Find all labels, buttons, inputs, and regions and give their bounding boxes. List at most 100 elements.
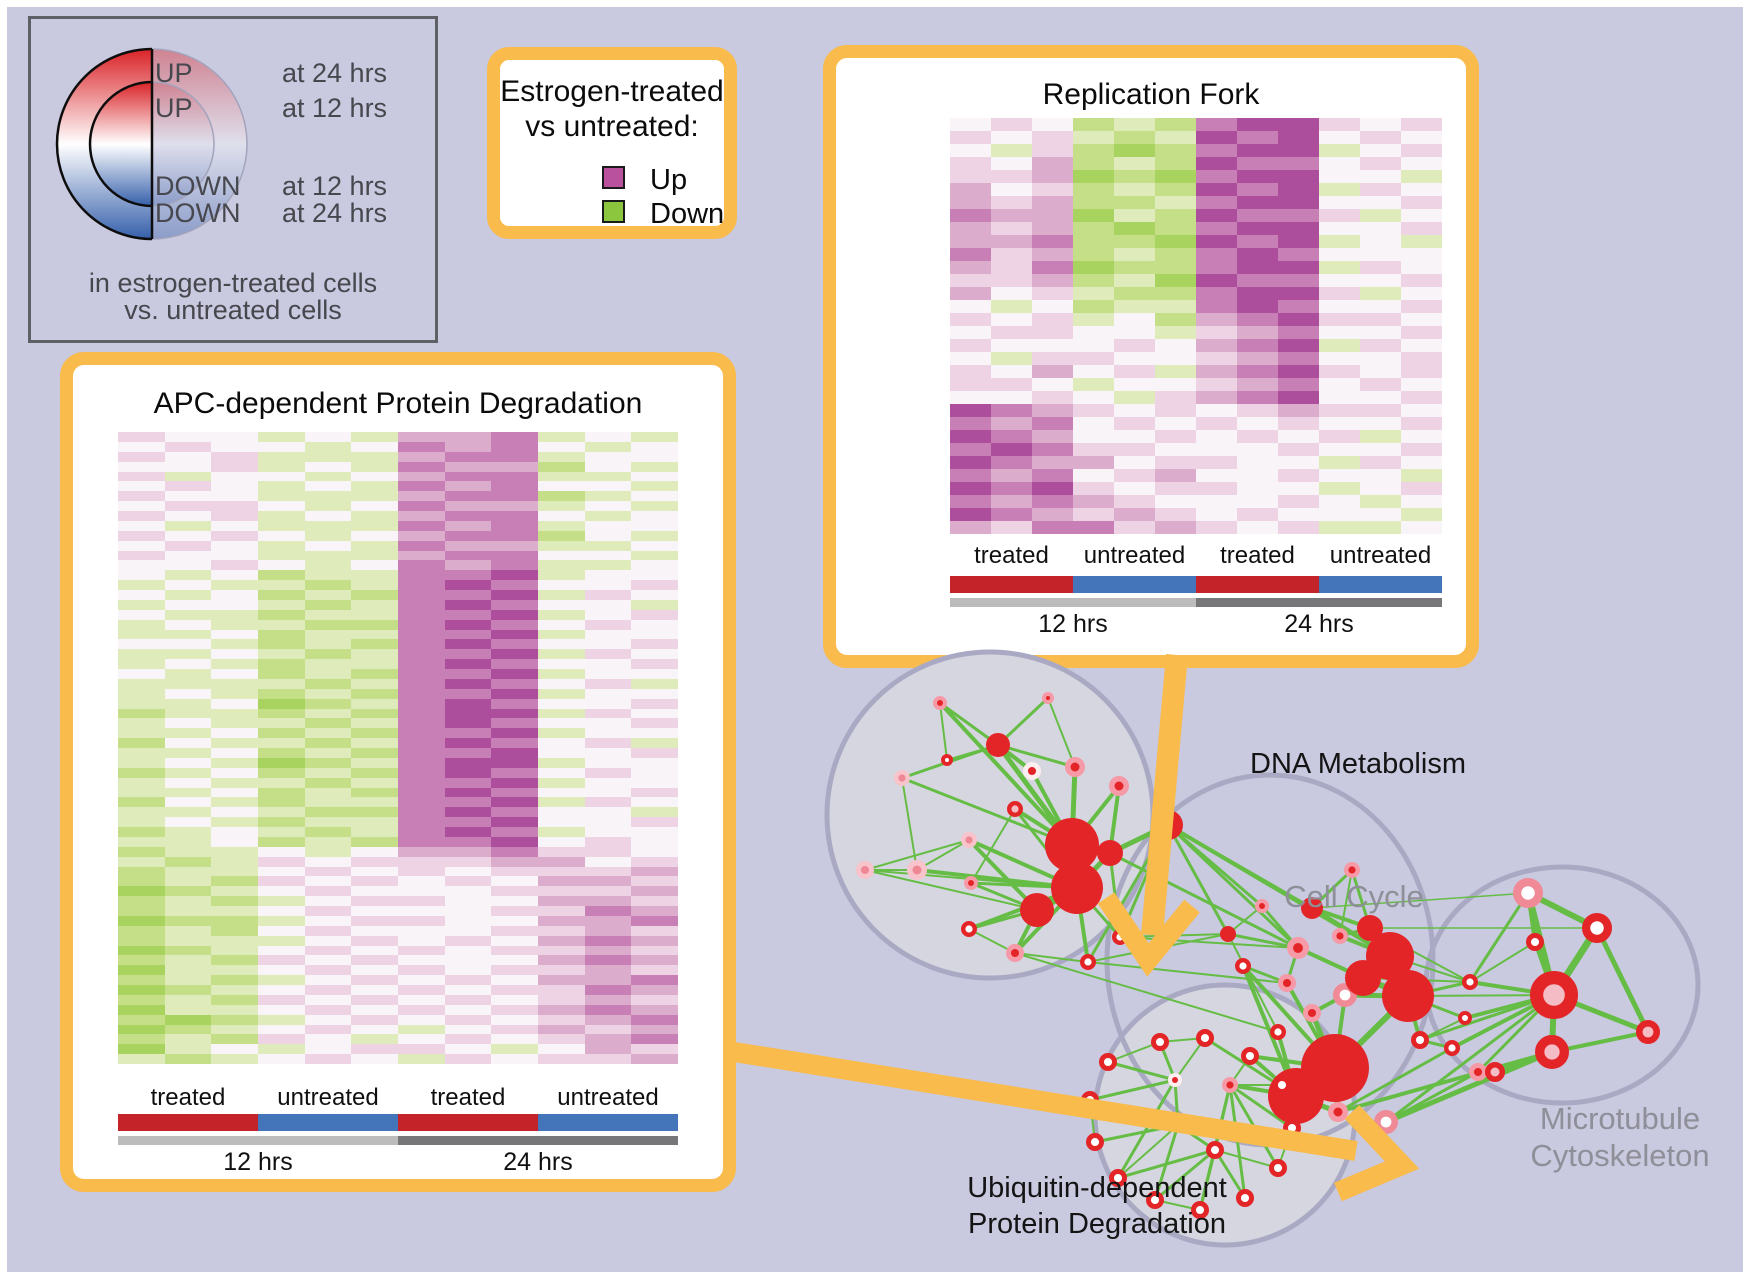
heatmap-cell (164, 767, 212, 778)
heatmap-cell (444, 1044, 492, 1055)
heatmap-cell (1360, 274, 1401, 287)
heatmap-cell (491, 807, 538, 818)
heatmap-cell (258, 994, 305, 1005)
heatmap-cell (950, 430, 991, 443)
heatmap-cell (304, 994, 352, 1005)
heatmap-cell (1401, 209, 1442, 222)
heatmap-cell (584, 1044, 632, 1055)
heatmap-cell (304, 491, 352, 502)
heatmap-cell (304, 1044, 352, 1055)
heatmap-cell (1196, 352, 1237, 365)
heatmap-cell (444, 738, 492, 748)
heatmap-cell (1237, 456, 1278, 469)
heatmap-cell (1401, 339, 1442, 352)
network-edge (1213, 1148, 1247, 1200)
heatmap-cell (491, 461, 538, 472)
heatmap-cell (1155, 300, 1196, 313)
heatmap-cell (1401, 287, 1442, 300)
heatmap-cell (444, 639, 492, 650)
heatmap-cell (1196, 274, 1237, 287)
heatmap-cell (1360, 417, 1401, 430)
heatmap-cell (164, 441, 212, 452)
heatmap-cell (1401, 456, 1442, 469)
heatmap-cell (1073, 313, 1114, 326)
heatmap-cell (1155, 482, 1196, 495)
network-edge (1047, 697, 1076, 768)
heatmap-cell (398, 955, 445, 966)
network-node (894, 770, 911, 787)
heatmap-cell (538, 975, 585, 985)
heatmap-cell (1032, 313, 1073, 326)
heatmap-cell (118, 590, 165, 600)
heatmap-cell (211, 817, 258, 827)
down-label: Down (650, 198, 725, 230)
heatmap-cell (211, 461, 258, 472)
group-label: treated (150, 1084, 226, 1111)
heatmap-cell (1032, 144, 1073, 157)
heatmap-cell (1032, 365, 1073, 378)
network-node (1328, 1102, 1348, 1122)
network-edge (1336, 1046, 1454, 1114)
heatmap-cell (444, 520, 492, 531)
heatmap-cell (444, 708, 492, 719)
heatmap-cell (1278, 274, 1319, 287)
heatmap-cell (444, 698, 492, 709)
heatmap-cell (1278, 469, 1319, 482)
heatmap-cell (1196, 469, 1237, 482)
heatmap-cell (118, 550, 165, 561)
heatmap-cell (1196, 261, 1237, 274)
heatmap-cell (1278, 287, 1319, 300)
heatmap-cell (164, 797, 212, 808)
heatmap-cell (538, 708, 585, 719)
heatmap-cell (398, 570, 445, 581)
up-label: Up (650, 164, 688, 196)
untreated-bar (1319, 576, 1442, 593)
heatmap-cell (258, 550, 305, 561)
replication-fork-title: Replication Fork (1042, 78, 1260, 111)
heatmap-cell (351, 432, 398, 442)
heatmap-cell (1032, 261, 1073, 274)
heatmap-cell (491, 619, 538, 630)
heatmap-cell (118, 757, 165, 768)
heatmap-cell (1196, 118, 1237, 131)
heatmap-cell (398, 985, 445, 995)
heatmap-cell (1196, 391, 1237, 404)
heatmap-cell (538, 876, 585, 887)
heatmap-cell (258, 728, 305, 739)
heatmap-cell (351, 896, 398, 906)
network-node (961, 832, 978, 849)
heatmap-cell (304, 925, 352, 936)
heatmap-cell (1196, 157, 1237, 170)
heatmap-cell (1401, 495, 1442, 508)
heatmap-cell (1196, 287, 1237, 300)
heatmap-cell (631, 599, 678, 610)
heatmap-cell (1073, 495, 1114, 508)
network-node (933, 696, 947, 710)
heatmap-cell (304, 540, 352, 551)
heatmap-cell (1073, 339, 1114, 352)
network-node (1235, 1188, 1254, 1207)
heatmap-cell (118, 975, 165, 985)
heatmap-cell (1155, 521, 1196, 534)
heatmap-cell (258, 491, 305, 502)
heatmap-cell (304, 629, 352, 640)
heatmap-cell (351, 698, 398, 709)
heatmap-cell (631, 1014, 678, 1025)
heatmap-cell (1196, 248, 1237, 261)
ring-time-label: at 12 hrs (282, 93, 388, 123)
heatmap-cell (351, 1004, 398, 1015)
heatmap-cell (584, 945, 632, 956)
heatmap-cell (398, 718, 445, 729)
heatmap-cell (211, 678, 258, 689)
heatmap-cell (118, 451, 165, 462)
heatmap-cell (118, 580, 165, 590)
heatmap-cell (538, 441, 585, 452)
heatmap-cell (1360, 482, 1401, 495)
heatmap-cell (164, 1054, 212, 1064)
heatmap-cell (118, 639, 165, 650)
heatmap-cell (258, 985, 305, 995)
heatmap-cell (950, 144, 991, 157)
heatmap-cell (538, 511, 585, 521)
heatmap-cell (950, 235, 991, 248)
